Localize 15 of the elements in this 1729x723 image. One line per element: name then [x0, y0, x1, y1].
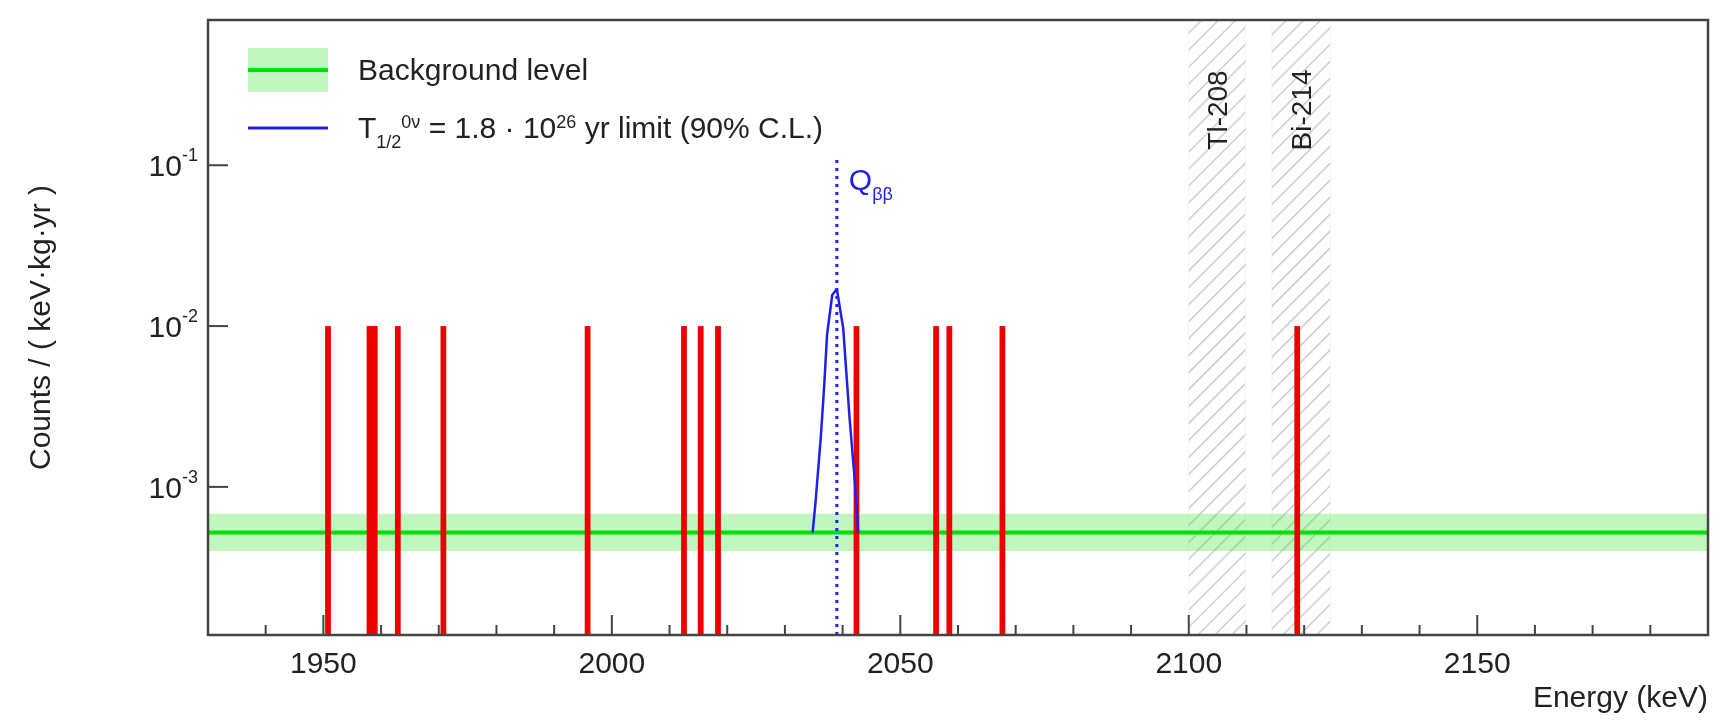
x-tick-label: 1950	[290, 646, 357, 679]
y-tick-label: 10$^{-1}$	[148, 145, 198, 182]
y-tick-label: 10$^{-2}$	[148, 306, 198, 343]
x-tick-label: 2050	[866, 646, 934, 679]
legend-label: Background level	[358, 53, 589, 86]
x-tick-label: 2000	[578, 646, 646, 679]
y-axis-title: Counts / ( keV·kg·yr )	[23, 184, 56, 471]
y-tick-label: 10$^{-3}$	[148, 466, 198, 504]
ref-line-label: Q$_{ββ}$	[848, 163, 893, 204]
band-label: Tl-208	[1202, 70, 1234, 150]
x-tick-label: 2150	[1443, 646, 1511, 679]
x-tick-label: 2100	[1155, 646, 1223, 679]
band-label: Bi-214	[1285, 69, 1317, 151]
x-axis-title: Energy (keV)	[1532, 680, 1708, 713]
legend-label: T$_{1/2}$$^{0ν}$ = 1.8 · 10$^{26}$ yr limit (90% C.L.)	[358, 111, 824, 152]
